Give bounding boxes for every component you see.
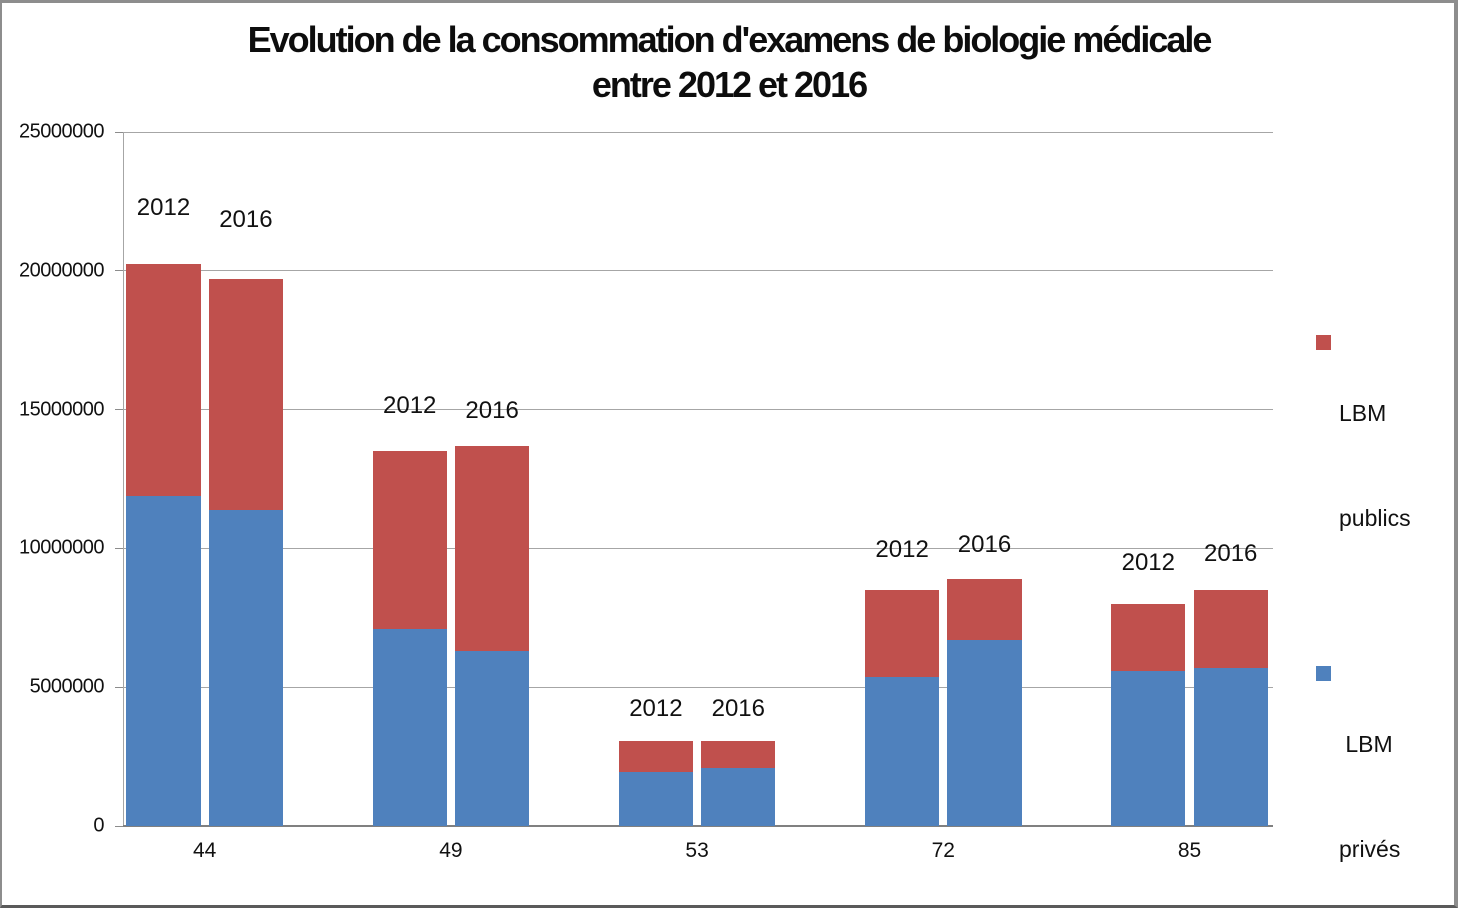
- legend-swatch-lbm-prives-icon: [1316, 666, 1331, 681]
- bar-44-2012: [126, 263, 201, 826]
- bar-segment-lbm-prives-85-2016: [1193, 667, 1268, 826]
- chart-title-line-2: entre 2012 et 2016: [591, 64, 868, 105]
- bar-year-label-53-2016: 2016: [711, 695, 765, 723]
- bar-segment-lbm-prives-72-2012: [864, 677, 940, 826]
- bar-49-2012: [372, 451, 447, 826]
- legend-label-lbm-prives: LBM privés: [1339, 657, 1400, 908]
- bar-year-label-49-2012: 2012: [382, 392, 437, 420]
- x-axis-category-label-72: 72: [931, 839, 955, 862]
- bar-44-2016: [208, 279, 284, 826]
- x-axis-category-label-85: 85: [1177, 839, 1202, 862]
- legend-item-lbm-publics: LBM publics: [1316, 326, 1411, 606]
- bar-segment-lbm-publics-85-2012: [1111, 603, 1186, 671]
- bar-segment-lbm-prives-85-2012: [1111, 670, 1186, 826]
- legend-swatch-lbm-publics-icon: [1316, 335, 1331, 350]
- y-axis-tick-label: 5000000: [29, 675, 105, 698]
- legend-label-line: privés: [1339, 836, 1401, 862]
- bar-segment-lbm-publics-49-2012: [372, 451, 447, 629]
- bar-year-label-72-2012: 2012: [875, 536, 929, 564]
- bar-segment-lbm-prives-49-2016: [454, 651, 530, 826]
- gridline-20000000: [123, 270, 1273, 272]
- legend-label-line: LBM: [1339, 400, 1387, 426]
- gridline-25000000: [123, 131, 1273, 133]
- y-axis-tick: [115, 547, 123, 549]
- bar-segment-lbm-publics-53-2016: [701, 741, 776, 768]
- x-axis-category-label-53: 53: [685, 839, 709, 862]
- bar-segment-lbm-prives-49-2012: [372, 628, 447, 826]
- y-axis-tick: [115, 409, 123, 411]
- bar-year-label-53-2012: 2012: [629, 695, 683, 723]
- bar-49-2016: [454, 445, 530, 826]
- legend-item-lbm-prives: LBM privés: [1316, 657, 1411, 908]
- y-axis-tick-label: 0: [93, 814, 104, 837]
- y-axis-tick-label: 20000000: [19, 259, 104, 282]
- bar-segment-lbm-prives-44-2012: [126, 495, 201, 826]
- bar-segment-lbm-publics-44-2012: [126, 263, 201, 496]
- y-axis-tick: [115, 270, 123, 272]
- x-axis-category-label-49: 49: [439, 839, 463, 862]
- plot-area: 0 5000000 10000000 15000000 20000000 25000000…: [19, 121, 1273, 862]
- bar-72-2012: [864, 590, 940, 826]
- y-axis-tick: [115, 686, 123, 688]
- legend-label-line: LBM: [1339, 731, 1393, 757]
- legend-label-lbm-publics: LBM publics: [1339, 326, 1411, 606]
- gridline-15000000: [123, 409, 1273, 411]
- gridline-10000000: [123, 547, 1273, 549]
- bar-segment-lbm-prives-72-2016: [947, 640, 1022, 826]
- y-axis-tick-label: 15000000: [19, 398, 104, 421]
- chart-title-line-1: Evolution de la consommation d'examens d…: [247, 19, 1213, 60]
- bar-year-label-44-2012: 2012: [136, 193, 191, 221]
- bar-53-2012: [618, 741, 694, 826]
- bar-segment-lbm-publics-53-2012: [618, 741, 694, 772]
- bar-segment-lbm-publics-44-2016: [208, 279, 284, 510]
- bar-year-label-49-2016: 2016: [465, 396, 519, 424]
- bar-53-2016: [701, 741, 776, 826]
- bar-year-label-44-2016: 2016: [219, 206, 273, 234]
- bar-segment-lbm-publics-72-2012: [864, 590, 940, 678]
- chart-title: Evolution de la consommation d'examens d…: [0, 17, 1458, 107]
- bar-72-2016: [947, 578, 1022, 826]
- bar-year-label-85-2012: 2012: [1121, 548, 1175, 576]
- bar-segment-lbm-prives-53-2016: [701, 767, 776, 826]
- gridline-5000000: [123, 686, 1273, 688]
- y-axis-line: [123, 132, 124, 826]
- y-axis-tick: [115, 131, 123, 133]
- y-axis-tick-label: 25000000: [19, 120, 104, 143]
- bar-85-2016: [1193, 590, 1268, 826]
- bar-segment-lbm-prives-44-2016: [208, 509, 284, 826]
- bar-segment-lbm-prives-53-2012: [618, 771, 694, 826]
- x-axis-line: [123, 825, 1273, 827]
- bar-85-2012: [1111, 603, 1186, 826]
- legend-label-line: publics: [1339, 505, 1411, 531]
- y-axis-tick-label: 10000000: [19, 536, 104, 559]
- bar-segment-lbm-publics-72-2016: [947, 578, 1022, 640]
- legend: LBM publics LBM privés: [1316, 326, 1411, 908]
- bar-segment-lbm-publics-49-2016: [454, 445, 530, 652]
- bar-segment-lbm-publics-85-2016: [1193, 590, 1268, 668]
- bar-year-label-85-2016: 2016: [1203, 540, 1258, 568]
- x-axis-category-label-44: 44: [193, 839, 217, 862]
- y-axis-tick: [115, 825, 123, 827]
- bar-year-label-72-2016: 2016: [957, 530, 1012, 558]
